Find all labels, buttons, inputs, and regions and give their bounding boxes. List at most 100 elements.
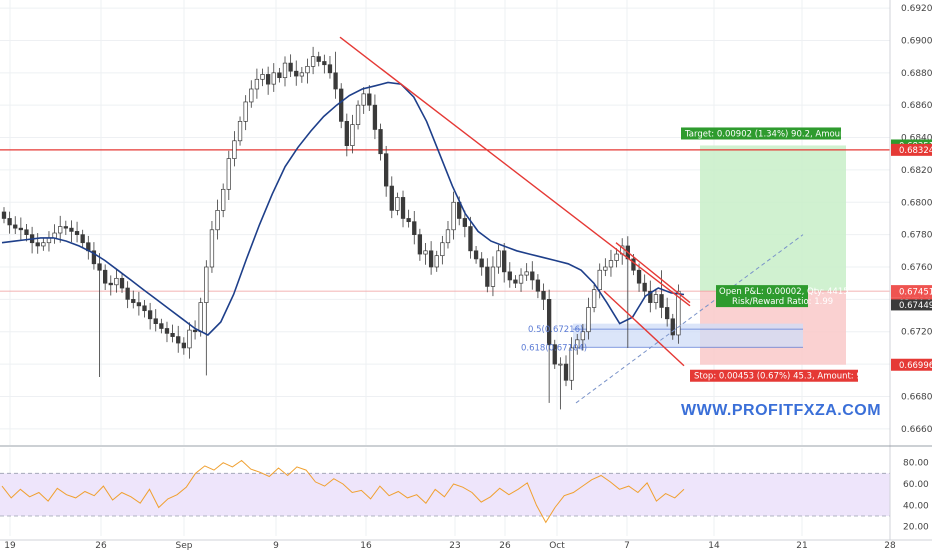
candle-body [97, 263, 102, 271]
candle-body [642, 282, 647, 292]
rsi-tick-label: 40.00 [903, 501, 929, 511]
candle-body [198, 302, 203, 333]
candle-body [237, 121, 243, 142]
candle-body [288, 62, 293, 72]
stop-price-badge: 0.66996 [899, 361, 932, 371]
candle-body [603, 266, 608, 271]
candle-body [372, 104, 378, 130]
candle-body [569, 347, 574, 381]
candle-body [63, 226, 68, 229]
candle-body [563, 363, 569, 381]
candle-body [670, 318, 675, 336]
fib-label-05: 0.5(0.67216) [528, 325, 583, 335]
candle-body [35, 242, 40, 247]
candle-body [265, 74, 271, 85]
rsi-tick-label: 20.00 [903, 523, 929, 533]
candle-body [322, 61, 327, 66]
candle-body [597, 269, 602, 291]
candle-body [395, 197, 400, 211]
candle-body [327, 64, 333, 74]
candle-body [18, 227, 24, 231]
candle-body [187, 329, 192, 349]
trendlines [339, 36, 804, 404]
time-tick-label: Sep [176, 541, 193, 550]
candle-body [164, 328, 170, 334]
stop-label-bg [690, 369, 858, 382]
candle-body [648, 290, 653, 303]
candle-body [423, 250, 428, 255]
candles [1, 46, 681, 410]
candle-body [153, 318, 158, 324]
candle-body [69, 227, 74, 232]
candle-body [384, 153, 389, 187]
target-label-bg [681, 127, 841, 140]
candle-body [530, 271, 535, 281]
candle-body [367, 93, 372, 106]
current-price-badge: 0.67451 [899, 287, 932, 297]
candle-body [271, 72, 276, 85]
candle-body [316, 56, 321, 62]
candle-body [221, 188, 226, 211]
candle-body [389, 185, 394, 211]
candle-body [462, 218, 467, 227]
candle-body [176, 336, 181, 344]
candle-body [204, 266, 209, 303]
candle-body [535, 279, 541, 292]
time-tick-label: 26 [95, 541, 107, 550]
candle-body [13, 224, 18, 229]
candle-body [339, 88, 344, 122]
candle-body [74, 231, 80, 235]
candle-body [58, 226, 63, 234]
candle-body [653, 294, 659, 303]
candle-body [468, 226, 473, 252]
candle-body [119, 277, 125, 289]
resistance-price-badge: 0.68324 [899, 146, 932, 156]
candle-body [586, 307, 591, 333]
candle-body [502, 250, 507, 273]
candle-body [80, 234, 85, 244]
candle-body [361, 93, 366, 106]
candle-body [41, 242, 46, 247]
candle-body [209, 229, 215, 268]
time-tick-label: 19 [4, 541, 16, 550]
rsi-band [0, 473, 890, 516]
candle-body [305, 65, 310, 74]
candle-body [496, 250, 501, 268]
candle-body [232, 140, 237, 159]
time-tick-label: 14 [708, 541, 720, 550]
moving-average [1, 81, 685, 336]
candle-body [136, 302, 142, 307]
candle-body [451, 201, 456, 231]
last-price-label: 0.67449 [899, 301, 932, 311]
candle-body [103, 269, 108, 284]
candle-body [513, 279, 518, 284]
candle-body [355, 104, 361, 125]
time-tick-label: 16 [360, 541, 372, 550]
candle-body [417, 234, 423, 255]
rr-label: Risk/Reward Ratio: 1.99 [732, 297, 833, 307]
candle-body [614, 253, 619, 261]
candle-body [558, 363, 563, 366]
candle-body [552, 344, 557, 365]
candle-body [299, 72, 305, 77]
candle-body [412, 221, 417, 235]
candle-body [608, 260, 614, 268]
current-price-badge-bg [891, 285, 932, 298]
channel-upper-line [615, 242, 691, 304]
time-tick-label: 28 [884, 541, 896, 550]
rsi-panel: 80.00 60.00 40.00 20.00 [0, 459, 929, 533]
candle-body [575, 339, 580, 349]
labels: 0.5(0.67216) 0.618(0.67104) Target: 0.0090… [521, 127, 890, 419]
candle-body [108, 282, 113, 286]
candle-body [170, 332, 175, 337]
candle-body [636, 269, 642, 284]
